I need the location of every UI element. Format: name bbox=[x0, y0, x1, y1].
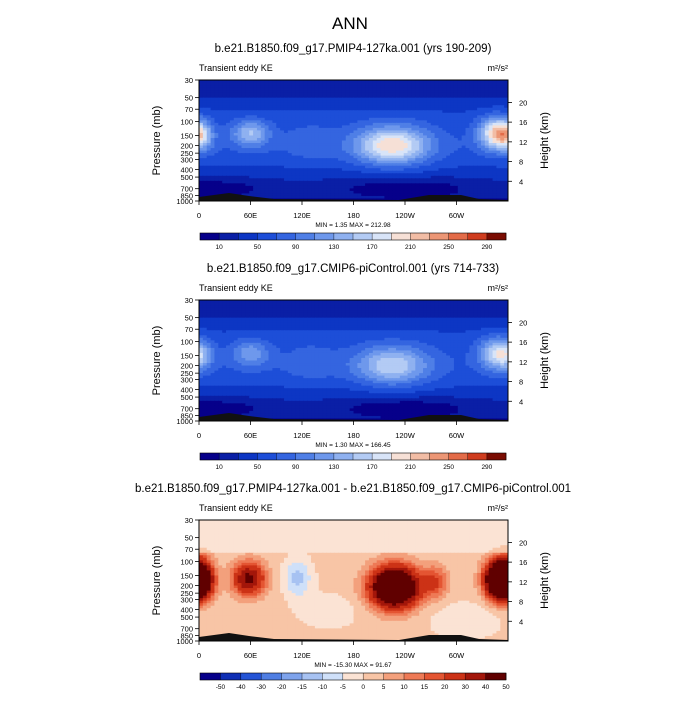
colorbar-label: 250 bbox=[443, 244, 454, 251]
colorbar-swatch bbox=[238, 233, 257, 240]
x-tick-label: 0 bbox=[197, 211, 201, 220]
y-axis-label: Pressure (mb) bbox=[151, 106, 163, 176]
y-tick-label: 500 bbox=[180, 173, 193, 182]
chart-panel-2: b.e21.B1850.f09_g17.CMIP6-piControl.001 … bbox=[151, 263, 551, 471]
colorbar-label: 10 bbox=[216, 244, 224, 251]
colorbar-swatch bbox=[391, 233, 410, 240]
colorbar-label: 130 bbox=[328, 244, 339, 251]
y-tick-label: 150 bbox=[180, 132, 193, 141]
colorbar-swatch bbox=[430, 233, 449, 240]
colorbar-swatch bbox=[372, 233, 391, 240]
colorbar-label: 210 bbox=[405, 244, 416, 251]
y-tick-label: 1000 bbox=[176, 197, 193, 206]
y-right-tick-label: 16 bbox=[519, 118, 527, 127]
panel-title: b.e21.B1850.f09_g17.PMIP4-127ka.001 (yrs… bbox=[215, 43, 492, 55]
page-title: ANN bbox=[332, 14, 368, 33]
colorbar-label: 290 bbox=[481, 244, 492, 251]
y-axis-label-right: Height (km) bbox=[539, 112, 551, 169]
colorbar-swatch bbox=[334, 233, 353, 240]
field-cells bbox=[199, 80, 509, 202]
colorbar-swatch bbox=[315, 233, 334, 240]
y-right-tick-label: 12 bbox=[519, 138, 527, 147]
min-max-stats: MIN = 1.35 MAX = 212.98 bbox=[315, 222, 391, 229]
x-tick-label: 120W bbox=[395, 211, 416, 220]
y-tick-label: 50 bbox=[185, 94, 193, 103]
x-tick-label: 60W bbox=[449, 211, 465, 220]
colorbar-swatch bbox=[257, 233, 276, 240]
x-tick-label: 180 bbox=[347, 211, 360, 220]
panel-variable-label: Transient eddy KE bbox=[199, 283, 273, 293]
colorbar-swatch bbox=[410, 233, 429, 240]
chart-panel-1: b.e21.B1850.f09_g17.PMIP4-127ka.001 (yrs… bbox=[151, 43, 551, 251]
panel-units-label: m²/s² bbox=[488, 283, 509, 293]
y-right-tick-label: 8 bbox=[519, 158, 523, 167]
y-tick-label: 30 bbox=[185, 76, 193, 85]
y-right-tick-label: 4 bbox=[519, 177, 523, 186]
colorbar-label: 170 bbox=[367, 244, 378, 251]
colorbar-swatch bbox=[277, 233, 296, 240]
y-tick-label: 100 bbox=[180, 118, 193, 127]
colorbar-swatch bbox=[353, 233, 372, 240]
x-tick-label: 60E bbox=[244, 211, 257, 220]
colorbar-label: 50 bbox=[254, 244, 262, 251]
colorbar-swatch bbox=[219, 233, 238, 240]
colorbar-swatch bbox=[296, 233, 315, 240]
colorbar-swatch bbox=[468, 233, 487, 240]
colorbar-swatch bbox=[200, 233, 219, 240]
x-tick-label: 120E bbox=[293, 211, 311, 220]
y-right-tick-label: 20 bbox=[519, 98, 527, 107]
y-tick-label: 70 bbox=[185, 105, 193, 114]
panel-variable-label: Transient eddy KE bbox=[199, 63, 273, 73]
colorbar-swatch bbox=[449, 233, 468, 240]
panel-units-label: m²/s² bbox=[488, 63, 509, 73]
panel-title: b.e21.B1850.f09_g17.CMIP6-piControl.001 … bbox=[207, 263, 499, 275]
y-tick-label: 300 bbox=[180, 155, 193, 164]
field-cells bbox=[199, 300, 509, 422]
colorbar-label: 90 bbox=[292, 244, 300, 251]
colorbar-swatch bbox=[487, 233, 506, 240]
